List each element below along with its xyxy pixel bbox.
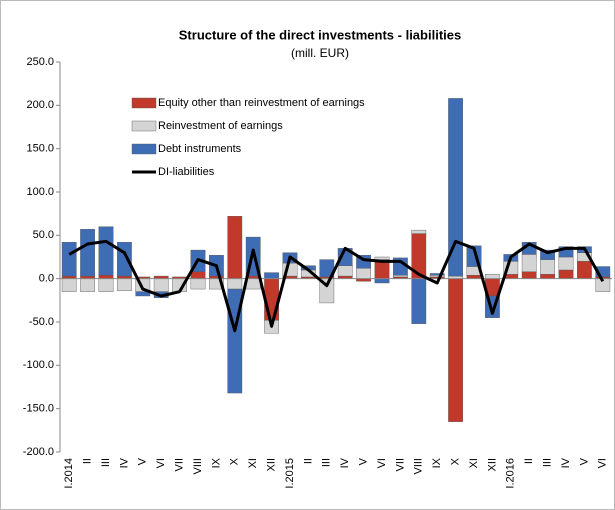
y-tick-label: 50.0 <box>33 229 54 241</box>
legend-swatch <box>131 143 157 155</box>
bar <box>374 278 390 284</box>
x-tick-label: VIII <box>192 458 204 475</box>
x-tick-label: II <box>523 458 535 464</box>
x-tick-label: XII <box>486 458 498 471</box>
bar <box>61 278 77 292</box>
bar <box>98 278 114 292</box>
x-tick-label: VI <box>376 458 388 468</box>
x-tick-label: VII <box>394 458 406 471</box>
x-tick-label: I.2016 <box>505 458 517 489</box>
bar <box>411 278 427 324</box>
legend-label: Reinvestment of earnings <box>158 120 283 132</box>
bar <box>117 278 132 291</box>
bar <box>393 275 408 278</box>
bar <box>466 275 482 279</box>
bar <box>485 274 500 279</box>
bar <box>227 278 243 290</box>
line <box>68 239 605 333</box>
bar <box>80 278 95 292</box>
bar <box>558 269 574 279</box>
bar <box>135 291 151 297</box>
x-tick-label: X <box>450 457 462 465</box>
x-tick-label: VI <box>597 458 609 468</box>
bar <box>521 271 537 279</box>
y-tick-label: -100.0 <box>23 359 54 371</box>
y-tick-label: 250.0 <box>26 56 54 68</box>
bar <box>245 278 261 290</box>
x-tick-label: XI <box>247 458 259 468</box>
legend-label: DI-liabilities <box>158 166 215 178</box>
bar <box>521 254 537 272</box>
x-tick-label: III <box>100 458 112 467</box>
bar <box>61 242 77 277</box>
bar <box>411 229 427 234</box>
y-tick-label: -200.0 <box>23 446 54 458</box>
x-tick-label: IX <box>431 457 443 468</box>
y-tick-label: -150.0 <box>23 403 54 415</box>
bar <box>540 249 555 260</box>
bar <box>448 98 463 277</box>
y-tick-label: 150.0 <box>26 143 54 155</box>
x-tick-label: VI <box>155 458 167 468</box>
x-tick-label: VII <box>174 458 186 471</box>
chart-subtitle: (mill. EUR) <box>291 46 349 60</box>
bar <box>540 259 555 275</box>
x-tick-label: VIII <box>413 458 425 475</box>
bar <box>227 216 243 279</box>
x-tick-label: X <box>229 457 241 465</box>
x-tick-label: IX <box>210 457 222 468</box>
x-tick-label: II <box>302 458 314 464</box>
x-tick-label: IV <box>118 457 130 468</box>
legend-label: Debt instruments <box>158 143 242 155</box>
bar <box>190 278 206 290</box>
bar <box>98 275 114 279</box>
x-tick-label: I.2015 <box>284 458 296 489</box>
chart-title: Structure of the direct investments - li… <box>179 27 461 42</box>
bar <box>448 278 463 422</box>
bar <box>558 256 574 271</box>
bar <box>429 273 445 276</box>
x-tick-label: III <box>321 458 333 467</box>
x-tick-label: I.2014 <box>63 458 75 489</box>
bar <box>117 242 132 277</box>
bar <box>190 271 206 279</box>
y-tick-label: 100.0 <box>26 186 54 198</box>
bar <box>429 275 445 278</box>
bar <box>337 265 353 277</box>
legend-label: Equity other than reinvestment of earnin… <box>158 97 365 109</box>
x-tick-label: II <box>82 458 94 464</box>
bar <box>264 272 279 279</box>
bar <box>558 246 574 258</box>
x-tick-label: IV <box>339 457 351 468</box>
y-tick-label: -50.0 <box>29 316 54 328</box>
bar <box>577 261 592 279</box>
legend-swatch <box>131 97 157 109</box>
bar <box>98 226 114 276</box>
legend-swatch <box>131 120 157 132</box>
x-tick-label: V <box>137 457 149 465</box>
x-tick-label: XII <box>266 458 278 471</box>
x-tick-label: V <box>578 457 590 465</box>
y-tick-label: 200.0 <box>26 99 54 111</box>
bar <box>80 229 95 277</box>
bar <box>595 266 611 278</box>
bar <box>153 278 169 292</box>
x-tick-label: XI <box>468 458 480 468</box>
bar <box>540 274 555 279</box>
x-tick-label: IV <box>560 457 572 468</box>
x-tick-label: V <box>358 457 370 465</box>
bar <box>374 256 390 260</box>
bar <box>356 268 371 279</box>
x-tick-label: III <box>542 458 554 467</box>
y-tick-label: 0.0 <box>39 273 54 285</box>
